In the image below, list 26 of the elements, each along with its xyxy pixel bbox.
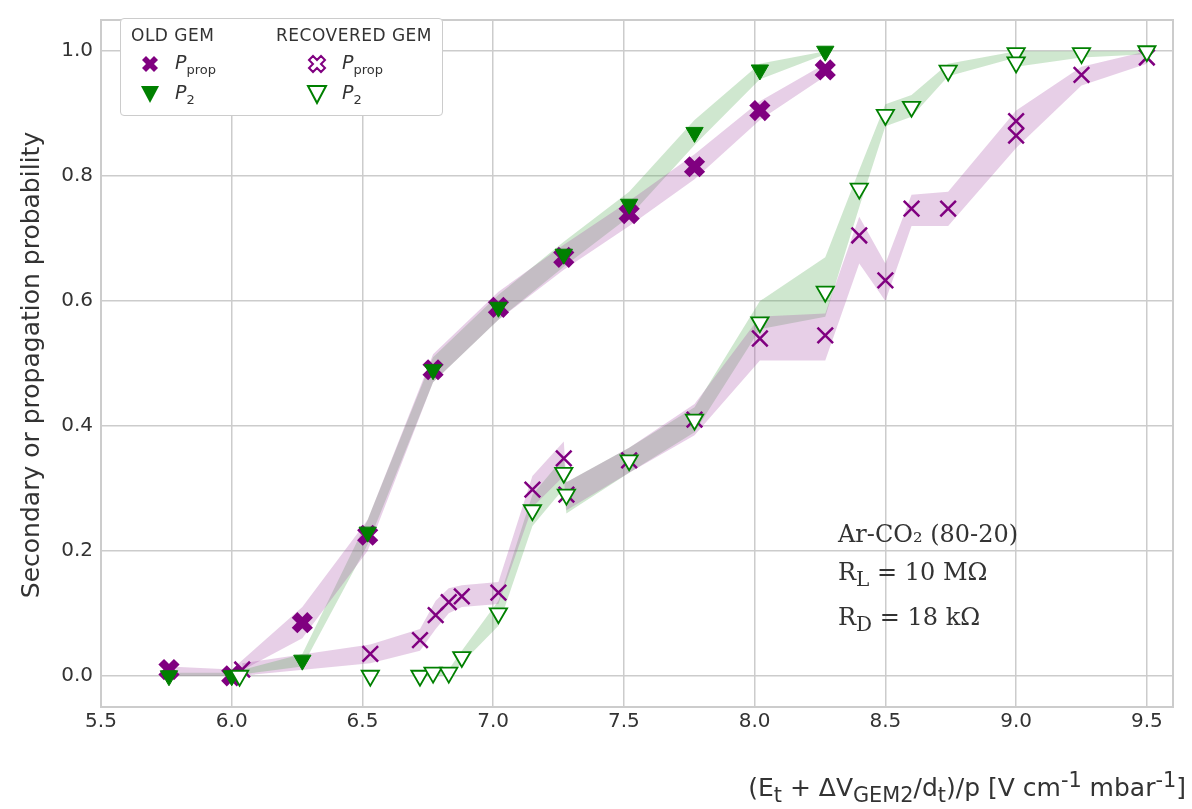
- legend-label: P$_{prop}$: [175, 51, 216, 77]
- x-tick-label: 7.0: [477, 708, 510, 733]
- annotation: R$_{L}$ = 10 MΩ: [838, 557, 989, 593]
- y-tick-label: 0.8: [61, 162, 93, 187]
- y-tick-label: 1.0: [61, 37, 93, 62]
- y-tick-label: 0.6: [61, 287, 93, 312]
- x-tick-label: 8.5: [869, 708, 902, 733]
- text: (E$_{t}$ + ΔV$_{GEM2}$/d$_{t}$)/p [V cm$^{-1}$ mbar$^{-1}$]: [748, 768, 1186, 808]
- x-tick-label: 9.5: [1130, 708, 1163, 733]
- y-tick-label: 0.4: [61, 412, 93, 437]
- legend-label: P$_{prop}$: [342, 51, 383, 77]
- y-tick-label: 0.0: [61, 661, 93, 686]
- annotation: RECOVERED GEM: [276, 25, 433, 45]
- x-tick-label: 6.5: [346, 708, 379, 733]
- legend-label: P$_{2}$: [342, 81, 362, 107]
- legend-label: P$_{2}$: [175, 81, 195, 107]
- x-tick-label: 5.5: [85, 708, 117, 733]
- y-axis-title: Secondary or propagation probability: [15, 131, 45, 599]
- annotation: OLD GEM: [131, 25, 216, 45]
- annotation: Ar-CO₂ (80-20): [838, 519, 1019, 550]
- x-tick-label: 8.0: [738, 708, 771, 733]
- x-tick-label: 7.5: [608, 708, 640, 733]
- annotation: R$_{D}$ = 18 kΩ: [838, 601, 982, 638]
- y-tick-label: 0.2: [61, 537, 93, 562]
- x-tick-label: 6.0: [215, 708, 248, 733]
- x-tick-label: 9.0: [1000, 708, 1033, 733]
